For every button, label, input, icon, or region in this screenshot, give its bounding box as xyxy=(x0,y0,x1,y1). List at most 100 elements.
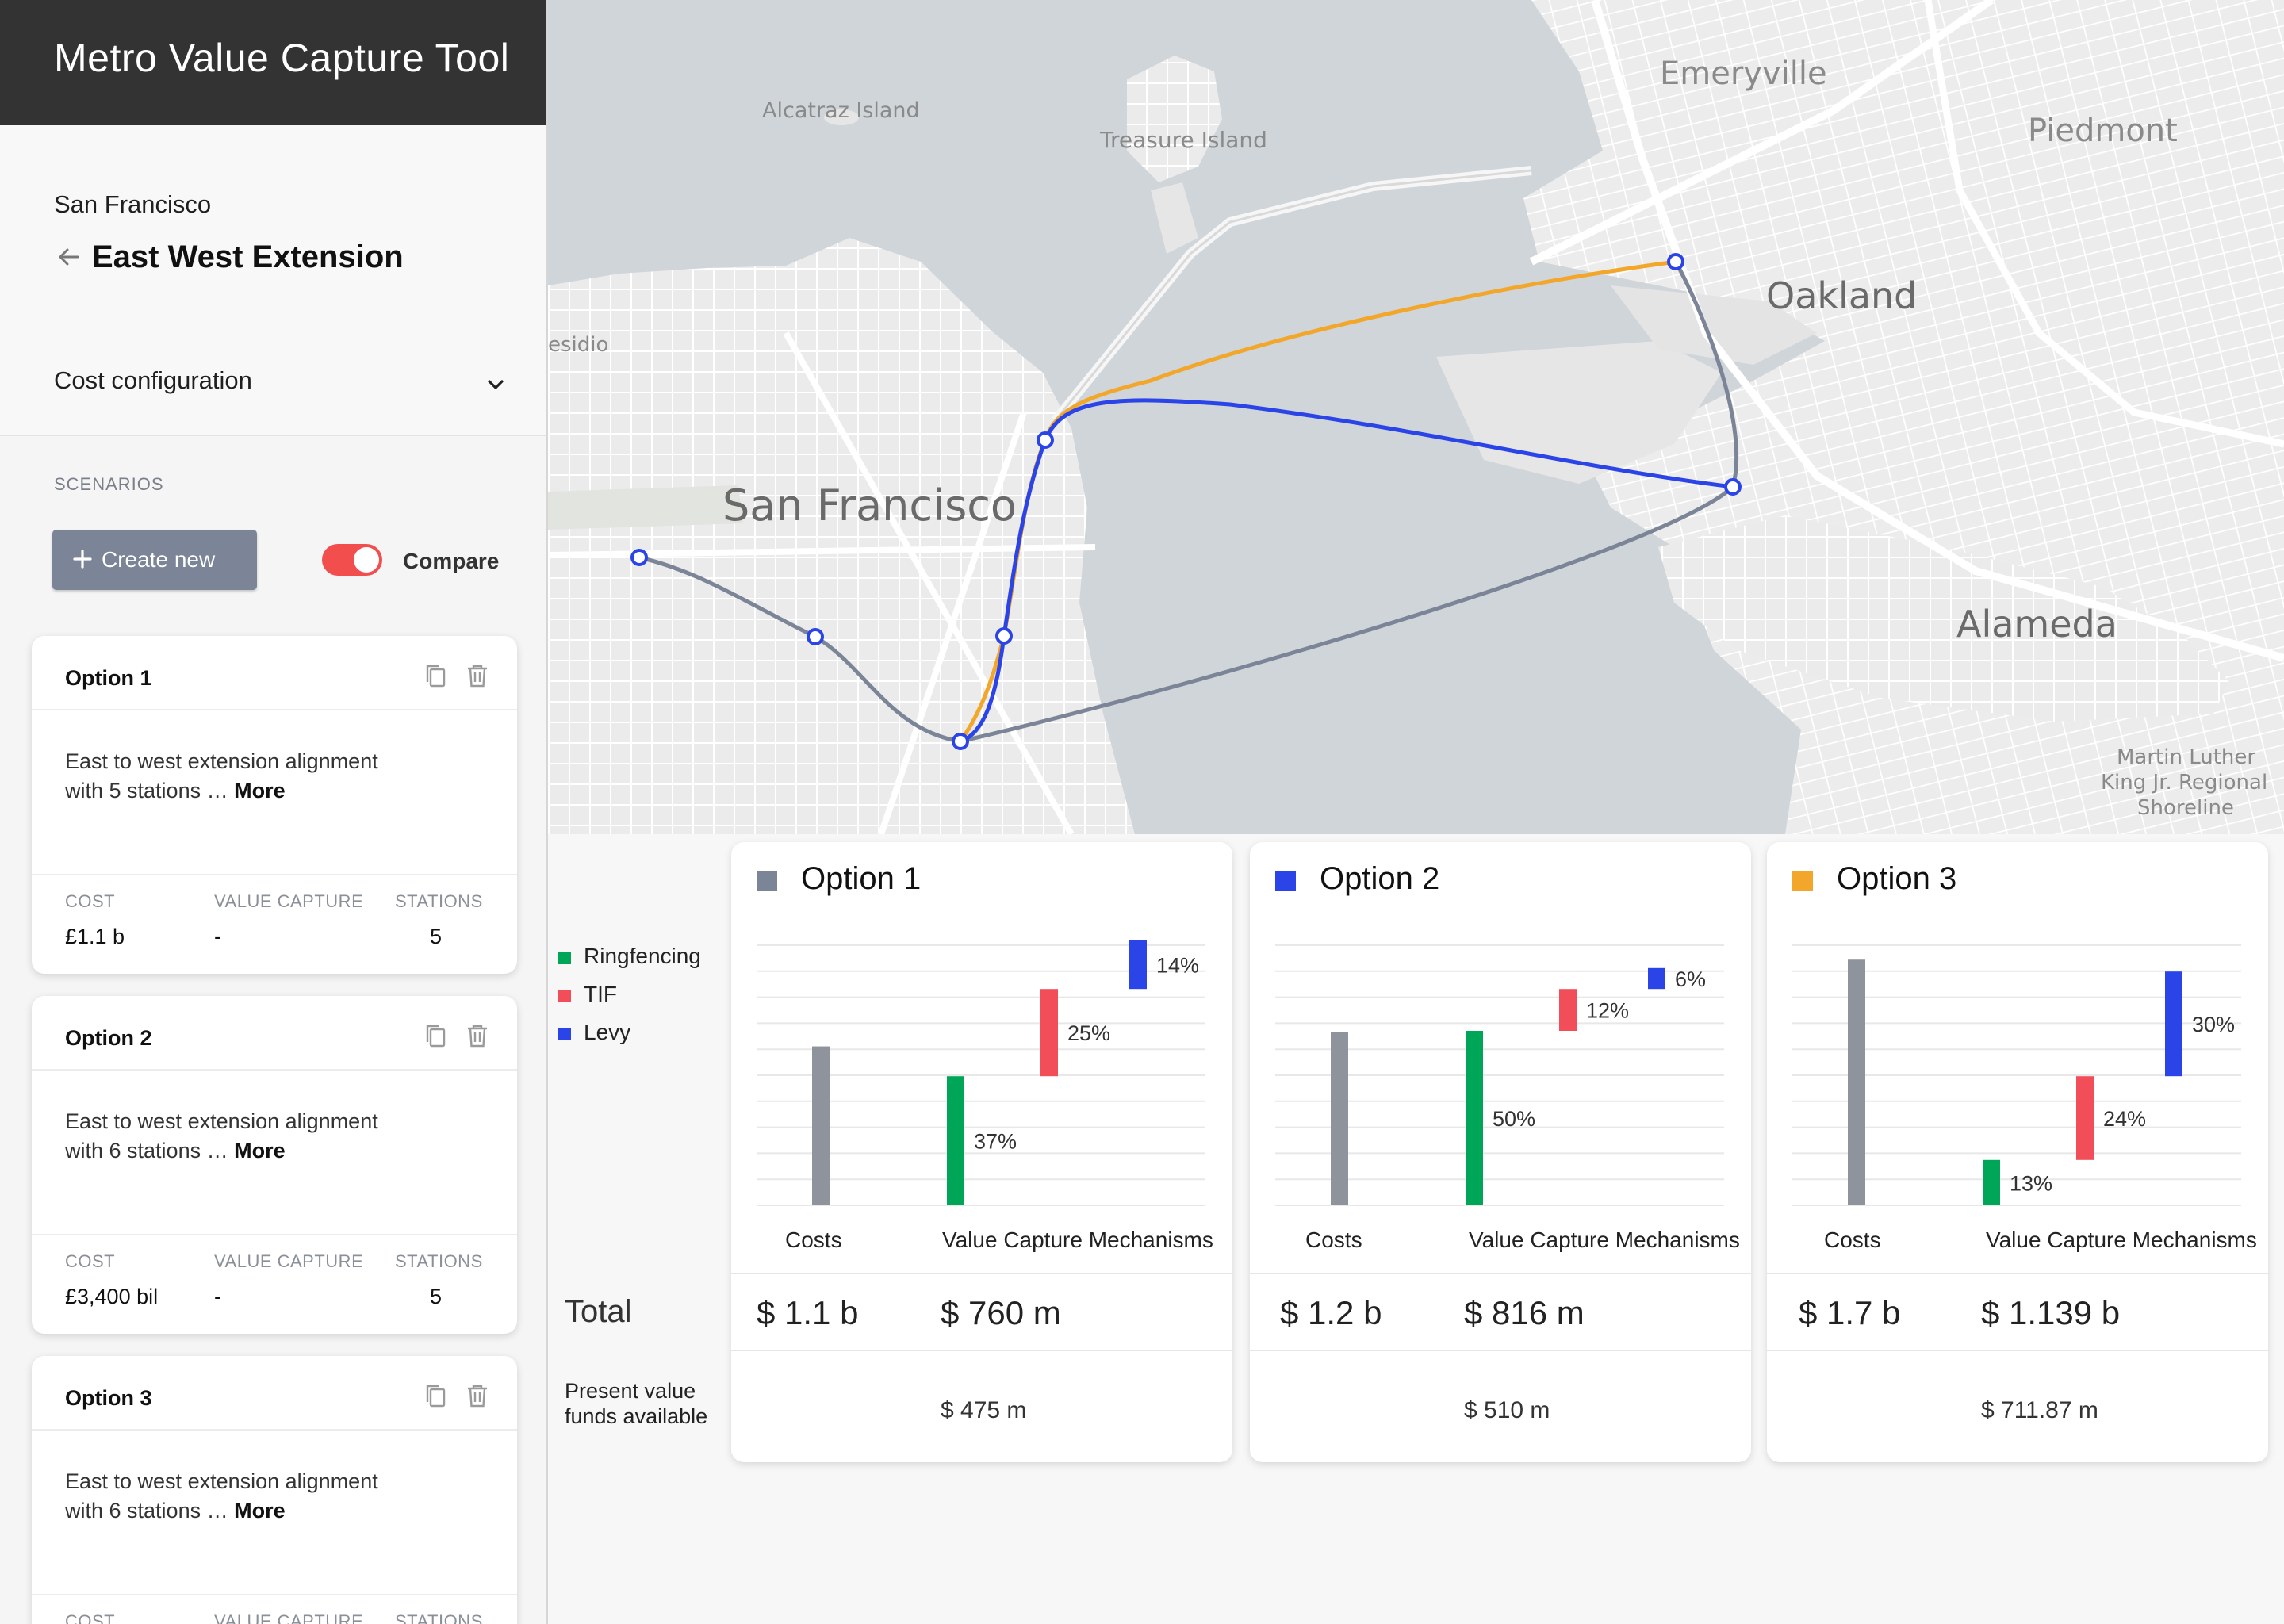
x-label-costs: Costs xyxy=(1305,1228,1362,1252)
create-new-button[interactable]: Create new xyxy=(52,530,257,590)
copy-icon[interactable] xyxy=(422,661,450,690)
divider xyxy=(32,1594,517,1595)
map-label-presidio: esidio xyxy=(548,333,609,357)
more-link[interactable]: More xyxy=(234,1139,286,1162)
trash-icon[interactable] xyxy=(463,1021,492,1050)
divider xyxy=(32,1069,517,1071)
compare-toggle[interactable] xyxy=(322,544,382,576)
legend-swatch xyxy=(558,990,571,1002)
station-marker[interactable] xyxy=(1037,431,1054,449)
present-value-funds: $ 711.87 m xyxy=(1981,1397,2098,1423)
option-title: Option 3 xyxy=(1837,861,1957,896)
present-value-row-label: Present value funds available xyxy=(565,1378,707,1429)
scenario-description: East to west extension alignment with 6 … xyxy=(65,1467,430,1526)
scenarios-section-label: SCENARIOS xyxy=(54,474,164,494)
map-label-treasure-island: Treasure Island xyxy=(1100,127,1267,153)
option-chart: 37% 25% 14% xyxy=(757,940,1205,1206)
cost-configuration-dropdown[interactable]: Cost configuration xyxy=(0,327,546,436)
route-option-3[interactable] xyxy=(958,259,1677,743)
project-header: San Francisco East West Extension xyxy=(0,125,546,328)
option-card-2[interactable]: Option 2 50% 12% 6% Costs Value Capture Me… xyxy=(1250,842,1751,1462)
segment-label: 13% xyxy=(2010,1171,2052,1195)
description-line: with 6 stations … xyxy=(65,1499,228,1522)
copy-icon[interactable] xyxy=(422,1021,450,1050)
scenario-name: Option 3 xyxy=(65,1386,152,1410)
cost-total: $ 1.1 b xyxy=(757,1294,859,1331)
segment-label: 50% xyxy=(1493,1107,1535,1131)
copy-icon[interactable] xyxy=(422,1381,450,1410)
back-arrow-icon[interactable] xyxy=(54,243,82,271)
description-line: with 6 stations … xyxy=(65,1139,228,1162)
more-link[interactable]: More xyxy=(234,1499,286,1522)
segment-bar-tif xyxy=(1040,989,1058,1077)
map-label-alcatraz: Alcatraz Island xyxy=(762,98,920,123)
segment-label: 25% xyxy=(1067,1021,1110,1045)
divider xyxy=(1250,1273,1751,1274)
route-option-2[interactable] xyxy=(960,398,1734,744)
map-label-san-francisco: San Francisco xyxy=(722,481,1017,530)
station-marker[interactable] xyxy=(995,627,1013,645)
station-marker[interactable] xyxy=(1724,478,1742,496)
legend-label: Levy xyxy=(584,1020,631,1044)
station-marker[interactable] xyxy=(630,549,648,566)
pv-label-line: Present value xyxy=(565,1379,696,1403)
more-link[interactable]: More xyxy=(234,779,286,802)
description-line: East to west extension alignment xyxy=(65,1109,378,1133)
scenario-card-option-3[interactable]: Option 3 East to west extension alignmen… xyxy=(32,1356,517,1624)
cost-value: £3,400 bil xyxy=(65,1285,159,1308)
segment-label: 12% xyxy=(1586,999,1629,1023)
scenario-name: Option 2 xyxy=(65,1026,152,1050)
segment-label: 6% xyxy=(1675,967,1706,991)
map[interactable]: Alcatraz Island Treasure Island Emeryvil… xyxy=(548,0,2284,834)
total-row-label: Total xyxy=(565,1294,632,1329)
station-marker[interactable] xyxy=(952,733,969,750)
divider xyxy=(32,709,517,710)
segment-label: 14% xyxy=(1156,953,1199,977)
trash-icon[interactable] xyxy=(463,661,492,690)
plus-icon xyxy=(73,550,92,569)
map-canvas[interactable] xyxy=(548,0,2284,834)
stations-value: 5 xyxy=(430,925,443,948)
costs-bar xyxy=(1331,1032,1348,1205)
x-label-vcm: Value Capture Mechanisms xyxy=(942,1228,1213,1252)
trash-icon[interactable] xyxy=(463,1381,492,1410)
create-new-label: Create new xyxy=(102,547,216,572)
option-title: Option 1 xyxy=(801,861,922,896)
scenario-card-option-2[interactable]: Option 2 East to west extension alignmen… xyxy=(32,996,517,1334)
divider xyxy=(1767,1350,2268,1351)
option-title: Option 2 xyxy=(1320,861,1440,896)
costs-bar xyxy=(1848,959,1865,1205)
option-card-3[interactable]: Option 3 13% 24% 30% Costs Value Capture M… xyxy=(1767,842,2268,1462)
option-color-swatch xyxy=(1792,871,1813,891)
stations-header: STATIONS xyxy=(395,1251,483,1271)
cost-total: $ 1.7 b xyxy=(1799,1294,1901,1331)
map-label-alameda: Alameda xyxy=(1956,603,2117,645)
chevron-down-icon[interactable] xyxy=(482,371,509,398)
value-capture-header: VALUE CAPTURE xyxy=(214,1251,364,1271)
present-value-funds: $ 510 m xyxy=(1464,1397,1550,1423)
station-marker[interactable] xyxy=(1667,253,1684,270)
scenario-card-option-1[interactable]: Option 1 East to west extension alignmen… xyxy=(32,636,517,974)
option-card-1[interactable]: Option 1 37% 25% 14% Costs Value Capture M… xyxy=(731,842,1232,1462)
divider xyxy=(32,874,517,875)
segment-label: 24% xyxy=(2103,1107,2146,1131)
map-label-emeryville: Emeryville xyxy=(1660,56,1827,92)
description-line: East to west extension alignment xyxy=(65,1469,378,1493)
cost-header: COST xyxy=(65,1611,116,1624)
station-marker[interactable] xyxy=(807,628,824,645)
stations-header: STATIONS xyxy=(395,1611,483,1624)
segment-bar-tif xyxy=(2076,1076,2094,1160)
segment-bar-ringfencing xyxy=(947,1076,964,1205)
x-label-costs: Costs xyxy=(785,1228,842,1252)
cost-value: £1.1 b xyxy=(65,925,125,948)
x-label-vcm: Value Capture Mechanisms xyxy=(1986,1228,2257,1252)
value-capture-total: $ 760 m xyxy=(941,1294,1061,1331)
value-capture-total: $ 816 m xyxy=(1464,1294,1585,1331)
route-option-1[interactable] xyxy=(638,260,1739,744)
description-line: with 5 stations … xyxy=(65,779,228,802)
scenario-description: East to west extension alignment with 5 … xyxy=(65,747,430,806)
x-label-vcm: Value Capture Mechanisms xyxy=(1469,1228,1740,1252)
segment-bar-levy xyxy=(2165,971,2182,1077)
x-label-costs: Costs xyxy=(1824,1228,1881,1252)
route-overlay[interactable] xyxy=(548,0,2284,834)
